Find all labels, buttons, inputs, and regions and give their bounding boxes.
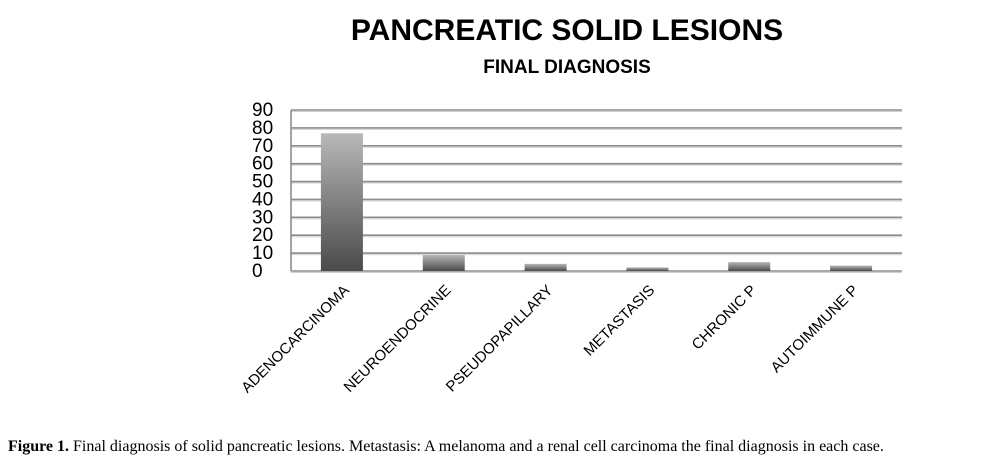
x-category-label: NEUROENDOCRINE — [341, 282, 455, 396]
y-tick-label: 30 — [252, 207, 273, 228]
caption-text: Final diagnosis of solid pancreatic lesi… — [69, 438, 884, 455]
bar-adenocarcinoma — [320, 133, 363, 271]
bar-autoimmune-p — [830, 265, 873, 271]
y-tick-label: 70 — [252, 136, 273, 157]
bar-pseudopapillary — [524, 263, 567, 271]
figure-caption: Figure 1. Final diagnosis of solid pancr… — [8, 438, 993, 456]
bar-chronic-p — [728, 262, 771, 271]
x-category-label: ADENOCARCINOMA — [238, 282, 353, 397]
y-tick-label: 0 — [252, 261, 263, 282]
y-tick-label: 80 — [252, 118, 273, 139]
chart-subtitle: FINAL DIAGNOSIS — [483, 57, 651, 78]
y-tick-label: 40 — [252, 189, 273, 210]
caption-label: Figure 1. — [8, 438, 70, 455]
y-tick-label: 50 — [252, 172, 273, 193]
y-tick-label: 10 — [252, 243, 273, 264]
x-category-label: CHRONIC P — [689, 282, 761, 354]
gridlines — [290, 109, 902, 273]
chart-title: PANCREATIC SOLID LESIONS — [351, 14, 783, 47]
x-category-label: PSEUDOPAPILLARY — [443, 282, 557, 396]
y-tick-label: 90 — [252, 100, 273, 121]
bars — [320, 133, 873, 271]
x-category-label: AUTOIMMUNE P — [768, 282, 862, 376]
bar-metastasis — [626, 267, 669, 271]
bar-neuroendocrine — [422, 254, 465, 271]
x-axis-categories: ADENOCARCINOMANEUROENDOCRINEPSEUDOPAPILL… — [238, 282, 862, 397]
bar-chart: PANCREATIC SOLID LESIONS FINAL DIAGNOSIS… — [238, 14, 902, 397]
y-tick-label: 60 — [252, 154, 273, 175]
x-category-label: METASTASIS — [581, 282, 659, 360]
y-tick-label: 20 — [252, 225, 273, 246]
